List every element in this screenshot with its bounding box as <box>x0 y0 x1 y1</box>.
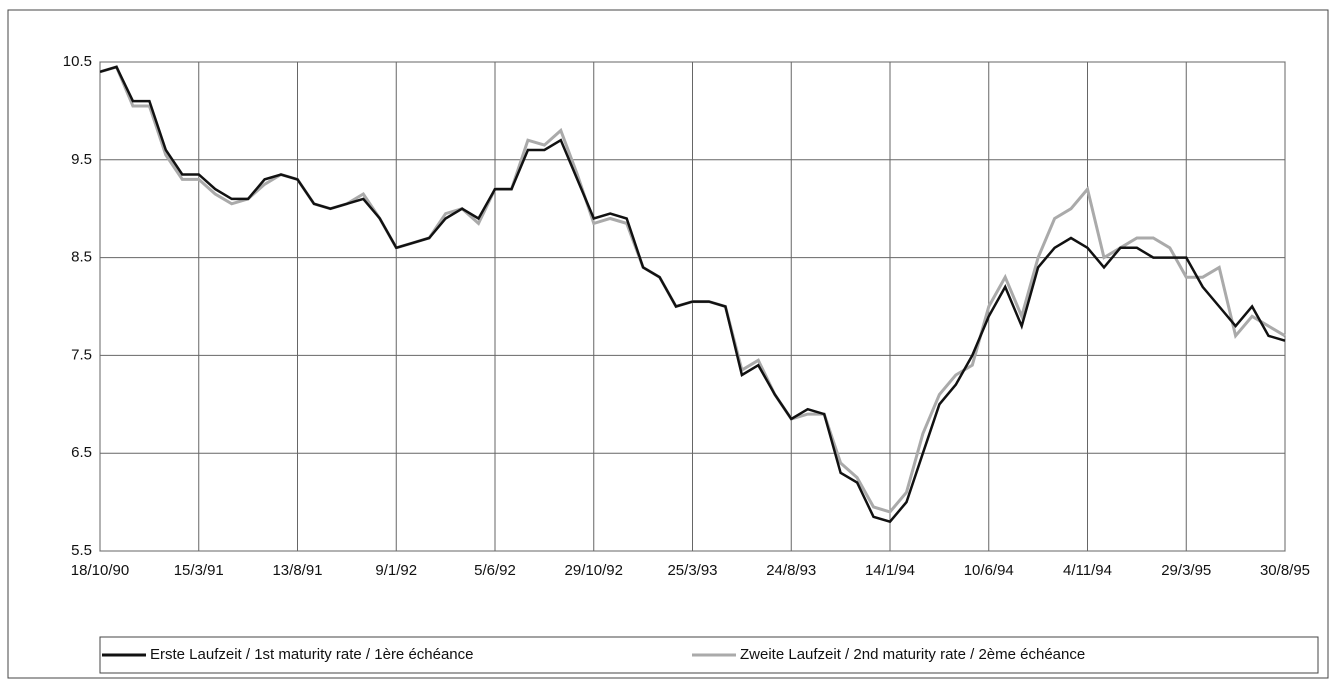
x-tick-label: 13/8/91 <box>272 562 322 579</box>
y-tick-label: 8.5 <box>71 249 92 266</box>
y-tick-label: 10.5 <box>63 53 92 70</box>
x-tick-label: 24/8/93 <box>766 562 816 579</box>
y-tick-label: 9.5 <box>71 151 92 168</box>
x-tick-label: 9/1/92 <box>375 562 417 579</box>
x-tick-label: 5/6/92 <box>474 562 516 579</box>
legend-label: Erste Laufzeit / 1st maturity rate / 1èr… <box>150 646 474 663</box>
x-tick-label: 15/3/91 <box>174 562 224 579</box>
y-tick-label: 6.5 <box>71 444 92 461</box>
x-tick-label: 14/1/94 <box>865 562 915 579</box>
x-tick-label: 29/10/92 <box>565 562 623 579</box>
y-tick-label: 5.5 <box>71 542 92 559</box>
x-tick-label: 10/6/94 <box>964 562 1014 579</box>
x-tick-label: 25/3/93 <box>667 562 717 579</box>
x-tick-label: 30/8/95 <box>1260 562 1310 579</box>
x-tick-label: 29/3/95 <box>1161 562 1211 579</box>
frame <box>7 9 1329 679</box>
series-line <box>99 65 1286 524</box>
legend-label: Zweite Laufzeit / 2nd maturity rate / 2è… <box>740 646 1085 663</box>
x-tick-label: 4/11/94 <box>1063 562 1112 579</box>
y-tick-label: 7.5 <box>71 346 92 363</box>
x-tick-label: 18/10/90 <box>71 562 129 579</box>
legend <box>99 636 1319 674</box>
